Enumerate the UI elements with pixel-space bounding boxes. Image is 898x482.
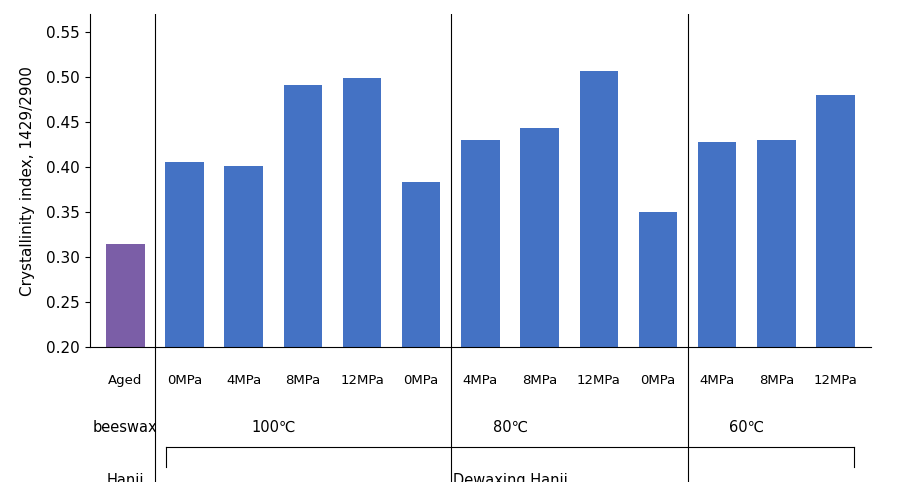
Bar bbox=[284, 85, 322, 482]
Text: 0MPa: 0MPa bbox=[640, 374, 675, 387]
Bar bbox=[698, 142, 736, 482]
Text: 12MPa: 12MPa bbox=[340, 374, 384, 387]
Text: 60℃: 60℃ bbox=[729, 420, 764, 435]
Text: Dewaxing Hanji: Dewaxing Hanji bbox=[453, 473, 568, 482]
Text: 0MPa: 0MPa bbox=[403, 374, 439, 387]
Text: 12MPa: 12MPa bbox=[577, 374, 621, 387]
Text: 100℃: 100℃ bbox=[251, 420, 295, 435]
Bar bbox=[165, 162, 204, 482]
Bar bbox=[757, 140, 796, 482]
Bar bbox=[462, 140, 499, 482]
Text: 4MPa: 4MPa bbox=[700, 374, 735, 387]
Bar bbox=[816, 95, 855, 482]
Text: 8MPa: 8MPa bbox=[522, 374, 558, 387]
Bar bbox=[579, 71, 618, 482]
Bar bbox=[106, 244, 145, 482]
Text: 80℃: 80℃ bbox=[492, 420, 527, 435]
Text: Aged: Aged bbox=[108, 374, 143, 387]
Text: 4MPa: 4MPa bbox=[462, 374, 498, 387]
Bar bbox=[520, 128, 559, 482]
Text: 4MPa: 4MPa bbox=[226, 374, 261, 387]
Text: 0MPa: 0MPa bbox=[167, 374, 202, 387]
Bar bbox=[224, 166, 263, 482]
Bar bbox=[638, 212, 677, 482]
Text: beeswax: beeswax bbox=[93, 420, 158, 435]
Text: 8MPa: 8MPa bbox=[759, 374, 794, 387]
Bar bbox=[402, 182, 441, 482]
Text: 12MPa: 12MPa bbox=[814, 374, 858, 387]
Bar bbox=[343, 78, 382, 482]
Y-axis label: Crystallinity index, 1429/2900: Crystallinity index, 1429/2900 bbox=[20, 66, 35, 295]
Text: Hanji: Hanji bbox=[107, 473, 144, 482]
Text: 8MPa: 8MPa bbox=[286, 374, 321, 387]
